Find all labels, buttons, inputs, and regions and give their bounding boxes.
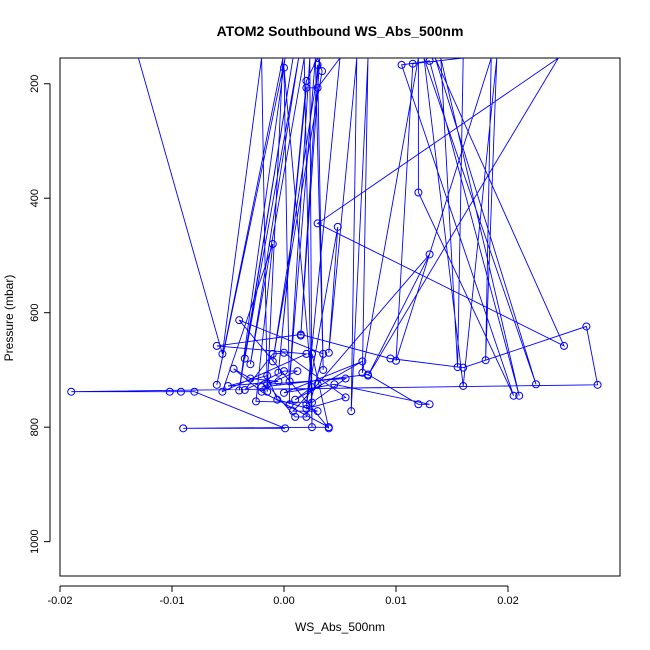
data-point	[268, 349, 277, 358]
data-point	[274, 368, 283, 377]
data-point	[235, 316, 244, 325]
data-point	[246, 374, 255, 383]
data-point	[285, 377, 294, 386]
data-point	[582, 322, 591, 331]
data-point	[341, 393, 350, 402]
x-tick-label: 0.02	[497, 595, 518, 607]
data-point	[274, 377, 283, 386]
y-axis-label: Pressure (mbar)	[2, 275, 16, 362]
data-point	[386, 354, 395, 363]
data-point	[358, 357, 367, 366]
x-tick-label: -0.01	[159, 595, 184, 607]
data-point	[313, 83, 322, 92]
x-axis-label: WS_Abs_500nm	[295, 620, 385, 634]
data-point	[212, 380, 221, 389]
data-point	[229, 364, 238, 373]
data-point	[481, 356, 490, 365]
data-point	[280, 388, 288, 397]
y-tick-label: 600	[29, 304, 41, 322]
data-point	[313, 219, 322, 228]
data-point	[308, 398, 316, 407]
data-point	[560, 341, 568, 350]
data-point	[268, 240, 277, 249]
data-point	[333, 222, 342, 231]
data-point	[425, 58, 434, 65]
data-point	[302, 412, 311, 421]
data-point	[293, 367, 302, 376]
data-point	[302, 83, 311, 92]
data-point	[509, 391, 518, 400]
chart-title: ATOM2 Southbound WS_Abs_500nm	[217, 23, 464, 39]
data-point	[414, 400, 423, 409]
data-point	[257, 383, 266, 392]
data-point	[240, 354, 249, 363]
data-point	[212, 341, 221, 350]
data-point	[347, 407, 356, 416]
data-point	[302, 404, 311, 413]
data-point	[165, 387, 174, 396]
data-point	[302, 400, 311, 409]
y-tick-label: 200	[29, 75, 41, 93]
data-point	[280, 367, 288, 376]
data-point	[313, 407, 322, 416]
data-point	[425, 400, 434, 409]
data-point	[308, 349, 316, 358]
data-point	[408, 59, 417, 68]
data-point	[263, 371, 272, 380]
data-point	[515, 391, 524, 400]
data-point	[252, 397, 260, 406]
data-point	[291, 412, 300, 421]
data-point	[291, 395, 300, 404]
series-line	[71, 58, 599, 429]
data-point	[280, 348, 288, 357]
data-point	[296, 330, 305, 339]
data-point	[318, 67, 327, 76]
data-point	[341, 374, 350, 383]
data-point	[273, 395, 282, 404]
data-point	[319, 365, 328, 374]
data-point	[425, 250, 434, 259]
data-point	[257, 387, 266, 396]
y-tick-label: 800	[29, 418, 41, 436]
data-point	[218, 387, 227, 396]
plot-frame	[59, 57, 621, 577]
data-point	[218, 349, 227, 358]
data-point	[330, 380, 339, 389]
data-point	[67, 387, 76, 396]
data-point	[414, 188, 423, 197]
data-point	[364, 370, 372, 379]
data-point	[190, 387, 199, 396]
data-point	[319, 349, 328, 358]
x-tick-label: 0.01	[385, 595, 406, 607]
data-point	[453, 363, 462, 372]
plot-area: -0.02 -0.01 0.00 0.01 0.02 200 400 600 800 1000	[29, 57, 621, 607]
data-point	[240, 385, 249, 394]
data-point	[324, 348, 333, 357]
data-point	[179, 424, 188, 433]
y-tick-label: 400	[29, 189, 41, 207]
data-point	[308, 423, 316, 432]
data-point	[459, 363, 468, 372]
y-tick-label: 1000	[29, 529, 41, 553]
data-point	[288, 407, 297, 416]
data-point	[281, 424, 290, 433]
data-point	[280, 63, 288, 72]
data-point	[246, 360, 255, 369]
data-point	[285, 400, 294, 409]
data-point	[176, 387, 185, 396]
data-point	[593, 380, 602, 389]
data-point	[235, 386, 244, 395]
data-point	[397, 60, 406, 69]
data-point	[313, 60, 322, 69]
data-point	[532, 380, 540, 389]
data-point	[224, 381, 232, 390]
data-point	[459, 381, 468, 390]
x-tick-label: -0.02	[47, 595, 72, 607]
data-point	[308, 383, 316, 392]
data-point	[324, 424, 333, 433]
data-point	[302, 349, 311, 358]
x-tick-label: 0.00	[273, 595, 294, 607]
data-point	[392, 356, 400, 365]
